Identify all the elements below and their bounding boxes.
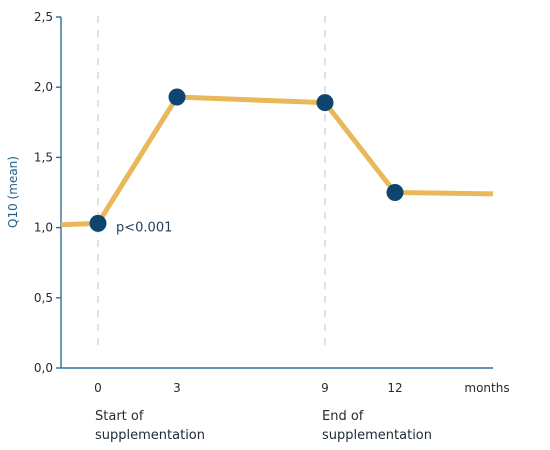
y-tick-label: 1,5 (34, 150, 53, 164)
data-point (316, 94, 334, 112)
y-tick-label: 0,5 (34, 291, 53, 305)
y-tick-labels: 0,0 0,5 1,0 1,5 2,0 2,5 (34, 10, 61, 375)
axes (60, 17, 493, 369)
data-point (89, 214, 107, 232)
x-tick-label: 3 (173, 381, 181, 395)
x-tick-labels: 0 3 9 12 (94, 381, 402, 395)
phase-label-line1: Start of (95, 409, 144, 424)
x-tick-label: 12 (387, 381, 402, 395)
y-tick-label: 0,0 (34, 361, 53, 375)
y-tick-label: 2,5 (34, 10, 53, 24)
y-tick-label: 1,0 (34, 221, 53, 235)
x-tick-label: 9 (321, 381, 329, 395)
phase-label-line2: supplementation (95, 428, 205, 443)
guide-lines (97, 16, 326, 350)
phase-label-line2: supplementation (322, 428, 432, 443)
phase-label-line1: End of (322, 409, 364, 424)
significance-annotation: p<0.001 (116, 220, 172, 235)
x-axis-unit-label: months (464, 381, 509, 395)
y-axis-label: Q10 (mean) (6, 156, 20, 228)
series-line (60, 94, 494, 228)
x-tick-label: 0 (94, 381, 102, 395)
data-point (386, 184, 404, 201)
y-tick-label: 2,0 (34, 80, 53, 94)
data-points (89, 88, 404, 232)
data-point (168, 88, 186, 106)
series-polyline (60, 94, 494, 228)
phase-labels: Start of supplementation End of supplementa… (95, 409, 432, 443)
